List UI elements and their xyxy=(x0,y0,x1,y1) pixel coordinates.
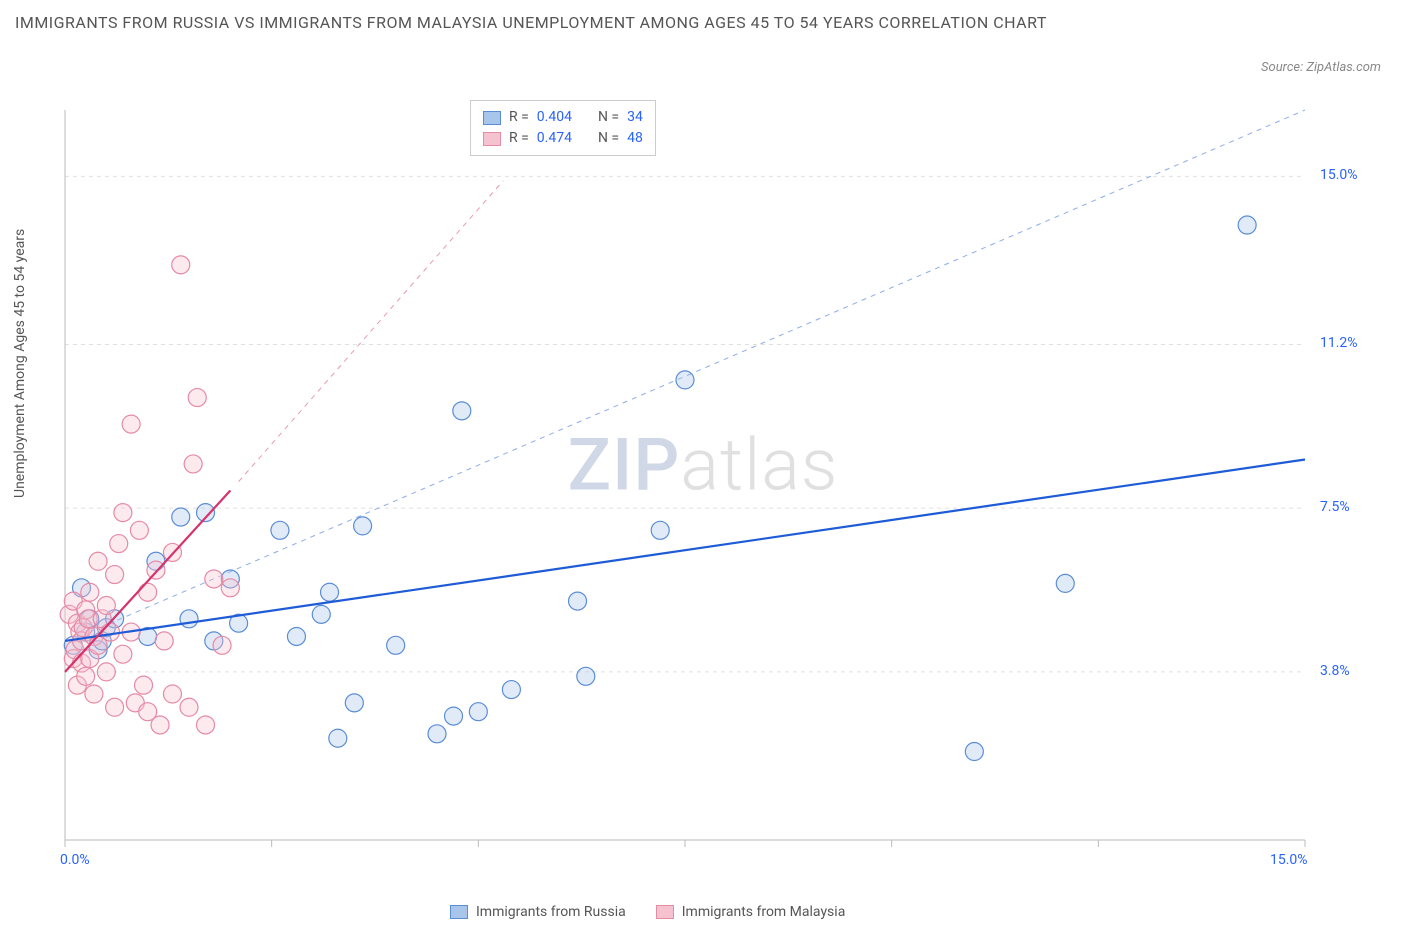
scatter-point xyxy=(387,636,405,654)
scatter-point xyxy=(85,685,103,703)
legend-swatch-icon xyxy=(656,905,674,919)
scatter-point xyxy=(139,583,157,601)
scatter-point xyxy=(180,610,198,628)
scatter-point xyxy=(89,552,107,570)
series-legend-label: Immigrants from Russia xyxy=(476,904,626,920)
scatter-point xyxy=(1238,216,1256,234)
scatter-point xyxy=(180,698,198,716)
scatter-point xyxy=(221,579,239,597)
scatter-point xyxy=(172,508,190,526)
series-legend-item: Immigrants from Russia xyxy=(450,904,626,920)
scatter-point xyxy=(271,521,289,539)
scatter-point xyxy=(676,371,694,389)
scatter-point xyxy=(163,685,181,703)
y-tick-label: 3.8% xyxy=(1320,663,1350,679)
scatter-point xyxy=(651,521,669,539)
y-axis-label: Unemployment Among Ages 45 to 54 years xyxy=(12,229,28,498)
scatter-point xyxy=(287,627,305,645)
n-label: N = xyxy=(598,128,619,149)
scatter-point xyxy=(172,256,190,274)
scatter-point xyxy=(445,707,463,725)
scatter-point xyxy=(205,570,223,588)
legend-swatch-icon xyxy=(483,132,501,146)
scatter-point xyxy=(329,729,347,747)
scatter-point xyxy=(577,667,595,685)
scatter-point xyxy=(453,402,471,420)
scatter-plot-svg xyxy=(55,100,1385,880)
scatter-point xyxy=(110,535,128,553)
legend-swatch-icon xyxy=(450,905,468,919)
scatter-point xyxy=(81,583,99,601)
chart-title: IMMIGRANTS FROM RUSSIA VS IMMIGRANTS FRO… xyxy=(15,10,1115,36)
scatter-point xyxy=(213,636,231,654)
series-legend: Immigrants from Russia Immigrants from Ma… xyxy=(450,904,845,920)
scatter-point xyxy=(184,455,202,473)
scatter-point xyxy=(130,521,148,539)
source-attribution: Source: ZipAtlas.com xyxy=(1261,60,1381,75)
legend-swatch-icon xyxy=(483,111,501,125)
r-label: R = xyxy=(509,128,529,149)
scatter-point xyxy=(345,694,363,712)
scatter-point xyxy=(114,504,132,522)
scatter-point xyxy=(354,517,372,535)
x-tick-label: 0.0% xyxy=(60,852,90,868)
scatter-point xyxy=(114,645,132,663)
scatter-point xyxy=(197,716,215,734)
y-tick-label: 7.5% xyxy=(1320,499,1350,515)
scatter-point xyxy=(122,415,140,433)
scatter-point xyxy=(569,592,587,610)
scatter-point xyxy=(502,681,520,699)
scatter-point xyxy=(155,632,173,650)
scatter-point xyxy=(1056,574,1074,592)
scatter-point xyxy=(469,703,487,721)
scatter-point xyxy=(101,623,119,641)
n-value: 34 xyxy=(627,107,643,128)
scatter-point xyxy=(97,597,115,615)
scatter-point xyxy=(188,389,206,407)
scatter-point xyxy=(428,725,446,743)
scatter-point xyxy=(135,676,153,694)
plot-area xyxy=(55,100,1385,880)
scatter-point xyxy=(151,716,169,734)
scatter-point xyxy=(106,698,124,716)
series-legend-item: Immigrants from Malaysia xyxy=(656,904,846,920)
trend-line xyxy=(65,460,1305,641)
scatter-point xyxy=(321,583,339,601)
y-tick-label: 11.2% xyxy=(1320,335,1358,351)
scatter-point xyxy=(312,605,330,623)
n-value: 48 xyxy=(627,128,643,149)
n-label: N = xyxy=(598,107,619,128)
scatter-point xyxy=(106,566,124,584)
x-tick-label: 15.0% xyxy=(1270,852,1308,868)
series-legend-label: Immigrants from Malaysia xyxy=(682,904,846,920)
r-value: 0.404 xyxy=(537,107,572,128)
y-tick-label: 15.0% xyxy=(1320,167,1358,183)
scatter-point xyxy=(97,663,115,681)
r-value: 0.474 xyxy=(537,128,572,149)
correlation-legend-row: R = 0.404 N = 34 xyxy=(483,107,643,128)
r-label: R = xyxy=(509,107,529,128)
correlation-legend-row: R = 0.474 N = 48 xyxy=(483,128,643,149)
scatter-point xyxy=(77,667,95,685)
scatter-point xyxy=(965,743,983,761)
correlation-legend: R = 0.404 N = 34 R = 0.474 N = 48 xyxy=(470,100,656,156)
